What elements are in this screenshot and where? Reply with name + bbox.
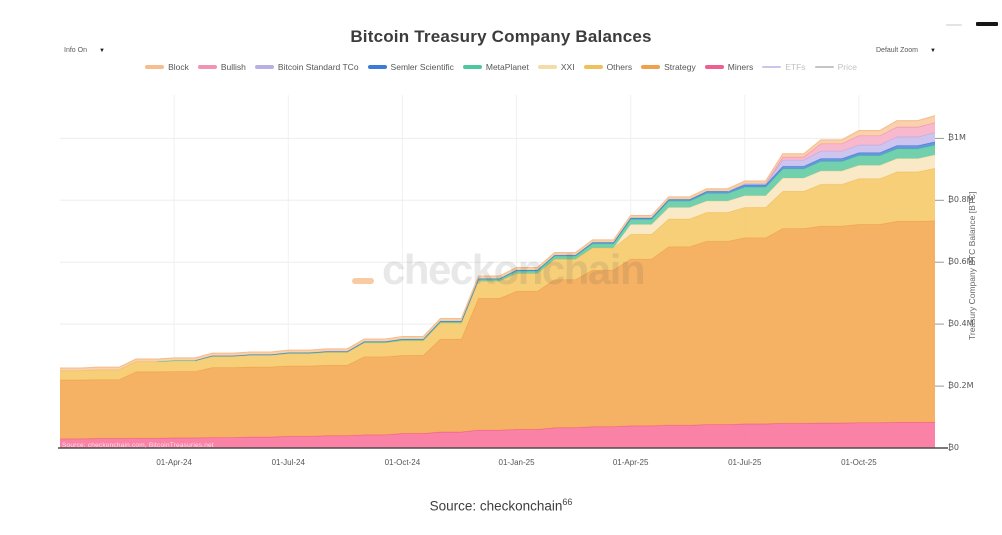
- legend-swatch-icon: [762, 66, 782, 68]
- legend-item-xxi[interactable]: XXI: [537, 62, 575, 72]
- legend-label: Semler Scientific: [390, 62, 454, 72]
- y-tick-label: ₿0.8M: [948, 195, 974, 205]
- legend-item-price[interactable]: Price: [814, 62, 857, 72]
- legend-item-bullish[interactable]: Bullish: [197, 62, 246, 72]
- caption-superscript: 66: [562, 497, 573, 507]
- legend-label: Price: [837, 62, 857, 72]
- legend-item-metaplanet[interactable]: MetaPlanet: [462, 62, 529, 72]
- legend-label: Miners: [727, 62, 754, 72]
- y-tick-label: ₿1M: [948, 133, 966, 143]
- y-tick-label: ₿0: [948, 443, 960, 452]
- legend-swatch-icon: [583, 65, 603, 69]
- y-tick-label: ₿0.6M: [948, 257, 974, 267]
- x-tick-label: 01-Apr-24: [156, 458, 192, 467]
- legend-item-others[interactable]: Others: [583, 62, 633, 72]
- legend-item-bitcoin-standard-tco[interactable]: Bitcoin Standard TCo: [254, 62, 359, 72]
- legend-swatch-icon: [814, 66, 834, 68]
- info-dropdown-label: Info On: [64, 47, 87, 54]
- legend-label: Bullish: [220, 62, 246, 72]
- info-dropdown[interactable]: Info On ▼: [64, 47, 105, 54]
- caption-text: Source: checkonchain: [429, 498, 563, 514]
- zoom-dropdown[interactable]: Default Zoom ▼: [876, 47, 936, 54]
- x-tick-label: 01-Jan-25: [498, 458, 535, 467]
- legend-swatch-icon: [641, 65, 661, 69]
- x-tick-label: 01-Jul-25: [728, 458, 762, 467]
- legend-label: Others: [606, 62, 633, 72]
- legend-item-miners[interactable]: Miners: [704, 62, 754, 72]
- legend-swatch-icon: [197, 65, 217, 69]
- x-tick-label: 01-Apr-25: [612, 458, 649, 467]
- caption: Source: checkonchain66: [0, 497, 1002, 514]
- plot-area[interactable]: [60, 95, 935, 448]
- window-dash-dark-icon: [976, 22, 998, 26]
- legend-label: ETFs: [785, 62, 806, 72]
- legend-label: Block: [168, 62, 189, 72]
- legend-item-etfs[interactable]: ETFs: [762, 62, 806, 72]
- legend-swatch-icon: [462, 65, 482, 69]
- legend-swatch-icon: [537, 65, 557, 69]
- chevron-down-icon: ▼: [930, 47, 936, 54]
- legend-swatch-icon: [367, 65, 387, 69]
- zoom-dropdown-label: Default Zoom: [876, 47, 919, 54]
- y-tick-label: ₿0.2M: [948, 381, 974, 391]
- chart-title: Bitcoin Treasury Company Balances: [350, 27, 652, 46]
- legend-label: Strategy: [664, 62, 696, 72]
- legend: Block Bullish Bitcoin Standard TCo Semler S…: [0, 62, 1002, 72]
- chevron-down-icon: ▼: [98, 47, 105, 54]
- legend-label: XXI: [560, 62, 575, 72]
- x-tick-label: 01-Oct-25: [841, 458, 877, 467]
- legend-swatch-icon: [704, 65, 724, 69]
- legend-label: Bitcoin Standard TCo: [277, 62, 359, 72]
- legend-item-block[interactable]: Block: [145, 62, 189, 72]
- legend-swatch-icon: [145, 65, 165, 69]
- x-tick-label: 01-Oct-24: [384, 458, 421, 467]
- legend-swatch-icon: [254, 65, 274, 69]
- legend-item-semler-scientific[interactable]: Semler Scientific: [367, 62, 454, 72]
- y-tick-label: ₿0.4M: [948, 319, 974, 329]
- legend-label: MetaPlanet: [485, 62, 529, 72]
- window-dash-light-icon: [946, 24, 962, 26]
- legend-item-strategy[interactable]: Strategy: [641, 62, 696, 72]
- x-tick-label: 01-Jul-24: [271, 458, 305, 467]
